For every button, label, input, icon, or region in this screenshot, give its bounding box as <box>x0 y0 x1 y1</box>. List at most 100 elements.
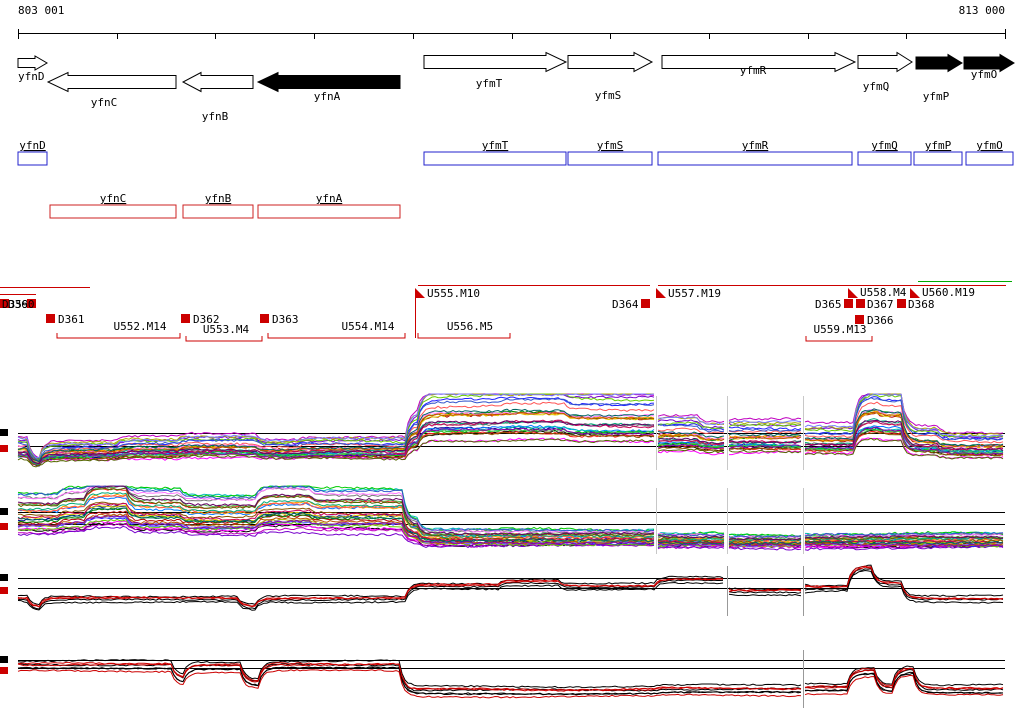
forward-orf-label-yfmP[interactable]: yfmP <box>925 139 952 152</box>
expression-series <box>657 437 725 445</box>
probe-label-U552.M14[interactable]: U552.M14 <box>114 320 167 333</box>
reverse-orf-label-yfnB[interactable]: yfnB <box>205 192 232 205</box>
probe-label-D359[interactable]: D359 <box>2 298 29 311</box>
forward-orf-box-yfnD[interactable] <box>17 151 48 166</box>
gene-label-yfnC[interactable]: yfnC <box>91 96 118 109</box>
probe-flag-D366[interactable] <box>855 315 864 324</box>
probe-tile-U552.M14[interactable] <box>56 333 181 339</box>
expression-series <box>804 408 1004 447</box>
expression-series <box>804 397 1004 441</box>
probe-flag-U557.M19[interactable] <box>656 288 666 298</box>
probe-label-D362[interactable]: D362 <box>193 313 220 326</box>
reverse-orf-label-yfnA[interactable]: yfnA <box>316 192 343 205</box>
probe-flag-D360[interactable] <box>27 299 36 308</box>
expression-series <box>17 662 802 692</box>
forward-orf-box-yfmO[interactable] <box>965 151 1014 166</box>
forward-orf-label-yfmQ[interactable]: yfmQ <box>871 139 898 152</box>
reverse-orf-box-yfnC[interactable] <box>49 204 177 219</box>
probe-tile-U559.M13[interactable] <box>805 336 873 342</box>
gene-label-yfmS[interactable]: yfmS <box>595 89 622 102</box>
probe-flag-U560.M19[interactable] <box>910 288 920 298</box>
probe-label-D366[interactable]: D366 <box>867 314 894 327</box>
probe-tile-U554.M14[interactable] <box>267 333 406 339</box>
probe-flag-D364[interactable] <box>641 299 650 308</box>
probe-label-D364[interactable]: D364 <box>612 298 639 311</box>
probe-flag-U555.M10[interactable] <box>415 288 425 298</box>
probe-flag-D363[interactable] <box>260 314 269 323</box>
probe-label-D360[interactable]: D360 <box>8 298 35 311</box>
probe-label-D361[interactable]: D361 <box>58 313 85 326</box>
gene-arrow-yfmP[interactable] <box>915 53 963 73</box>
track-left-marker-black <box>0 508 8 515</box>
expression-series <box>17 487 655 537</box>
expression-series <box>804 540 1004 545</box>
probe-flag-U558.M4[interactable] <box>848 288 858 298</box>
probe-flag-D365[interactable] <box>844 299 853 308</box>
probe-label-U554.M14[interactable]: U554.M14 <box>342 320 395 333</box>
probe-flag-D359[interactable] <box>0 299 9 308</box>
forward-orf-box-yfmT[interactable] <box>423 151 567 166</box>
probe-label-D367[interactable]: D367 <box>867 298 894 311</box>
expression-series <box>17 515 655 545</box>
gene-arrow-yfmQ[interactable] <box>857 51 913 73</box>
gene-label-yfmT[interactable]: yfmT <box>476 77 503 90</box>
gene-arrow-yfmO[interactable] <box>963 53 1015 73</box>
gene-arrow-yfmR[interactable] <box>661 51 857 73</box>
forward-orf-label-yfnD[interactable]: yfnD <box>19 139 46 152</box>
expression-series <box>804 668 1004 691</box>
gene-arrow-yfnC[interactable] <box>46 71 177 93</box>
probe-label-D368[interactable]: D368 <box>908 298 935 311</box>
gene-label-yfnD[interactable]: yfnD <box>18 70 45 83</box>
probe-label-U558.M4[interactable]: U558.M4 <box>860 286 907 299</box>
gene-label-yfnA[interactable]: yfnA <box>314 90 341 103</box>
expression-series <box>728 417 802 421</box>
expression-series <box>804 542 1003 547</box>
expression-series <box>657 545 725 549</box>
reverse-orf-box-yfnA[interactable] <box>257 204 401 219</box>
forward-orf-label-yfmS[interactable]: yfmS <box>597 139 624 152</box>
probe-label-D365[interactable]: D365 <box>815 298 842 311</box>
probe-label-U553.M4[interactable]: U553.M4 <box>203 323 250 336</box>
probe-label-U556.M5[interactable]: U556.M5 <box>447 320 493 333</box>
probe-flag-D362[interactable] <box>181 314 190 323</box>
expression-series <box>17 393 655 462</box>
probe-label-U557.M19[interactable]: U557.M19 <box>668 287 721 300</box>
probe-label-U559.M13[interactable]: U559.M13 <box>814 323 867 336</box>
probe-label-D363[interactable]: D363 <box>272 313 299 326</box>
gene-label-yfmP[interactable]: yfmP <box>923 90 950 103</box>
reverse-orf-label-yfnC[interactable]: yfnC <box>100 192 127 205</box>
gene-arrow-yfnA[interactable] <box>256 71 401 93</box>
forward-orf-box-yfmQ[interactable] <box>857 151 912 166</box>
expression-series <box>17 427 655 465</box>
expression-series <box>17 666 802 696</box>
forward-orf-box-yfmP[interactable] <box>913 151 963 166</box>
expression-series <box>657 542 725 547</box>
gene-label-yfmR[interactable]: yfmR <box>740 64 767 77</box>
gene-arrow-yfmS[interactable] <box>567 51 654 73</box>
reverse-orf-box-yfnB[interactable] <box>182 204 254 219</box>
forward-orf-label-yfmT[interactable]: yfmT <box>482 139 509 152</box>
expression-series <box>18 431 655 467</box>
gene-yfnC: yfnC <box>46 71 177 109</box>
expression-series <box>728 535 802 539</box>
gene-label-yfmO[interactable]: yfmO <box>971 68 998 81</box>
probe-flag-D361[interactable] <box>46 314 55 323</box>
expression-series <box>658 416 725 426</box>
probe-label-U555.M10[interactable]: U555.M10 <box>427 287 480 300</box>
gene-label-yfnB[interactable]: yfnB <box>202 110 229 123</box>
probe-tile-U553.M4[interactable] <box>185 336 263 342</box>
probe-flag-D367[interactable] <box>856 299 865 308</box>
probe-label-U560.M19[interactable]: U560.M19 <box>922 286 975 299</box>
expression-series <box>17 579 724 610</box>
gene-label-yfmQ[interactable]: yfmQ <box>863 80 890 93</box>
gene-arrow-yfmT[interactable] <box>423 51 568 73</box>
probe-tile-U556.M5[interactable] <box>417 333 511 339</box>
gene-arrow-yfnD[interactable] <box>17 55 48 71</box>
gene-arrow-yfnB[interactable] <box>181 71 254 93</box>
forward-orf-box-yfmR[interactable] <box>657 151 853 166</box>
forward-orf-label-yfmR[interactable]: yfmR <box>742 139 769 152</box>
probe-flag-D368[interactable] <box>897 299 906 308</box>
forward-orf-label-yfmO[interactable]: yfmO <box>976 139 1003 152</box>
forward-orf-box-yfmS[interactable] <box>567 151 653 166</box>
